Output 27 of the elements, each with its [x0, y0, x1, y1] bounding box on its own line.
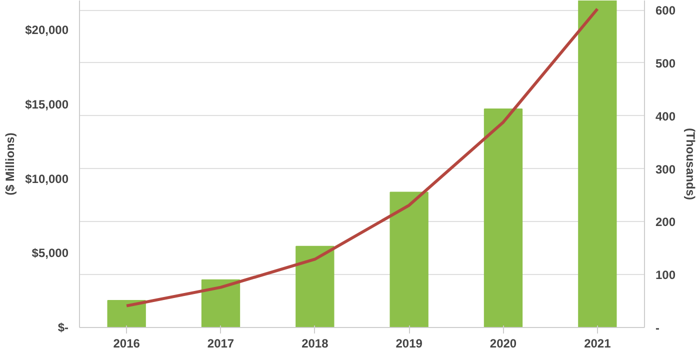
- line-series: [125, 7, 599, 308]
- y-axis-title: ($ Millions): [3, 132, 18, 196]
- bar: [578, 0, 617, 328]
- y2-tick-label: 200: [656, 215, 676, 230]
- x-tick-label: 2019: [396, 336, 423, 350]
- y-tick-label: $10,000: [25, 172, 69, 186]
- bar: [296, 246, 334, 328]
- bar: [484, 108, 523, 328]
- bar: [390, 192, 428, 328]
- y2-tick-label: 300: [656, 162, 676, 176]
- y-tick-label: $20,000: [25, 23, 69, 38]
- y-tick-label: $5,000: [32, 246, 69, 260]
- x-tick-label: 2021: [584, 336, 612, 350]
- y2-tick-label: 500: [656, 56, 676, 70]
- y2-axis-title: (Thousands): [684, 128, 698, 200]
- x-tick-label: 2020: [490, 336, 517, 350]
- bar: [201, 279, 240, 328]
- y-tick-label: $15,000: [25, 98, 69, 112]
- y2-tick-label: -: [656, 321, 660, 335]
- x-tick-label: 2016: [113, 336, 140, 350]
- x-tick-label: 2017: [207, 336, 234, 350]
- y2-tick-label: 600: [656, 4, 676, 18]
- bar: [107, 300, 146, 328]
- y2-tick-label: 100: [656, 268, 676, 282]
- y2-tick-label: 400: [656, 109, 676, 124]
- x-tick-label: 2018: [302, 336, 329, 350]
- y-tick-label: $-: [58, 320, 69, 334]
